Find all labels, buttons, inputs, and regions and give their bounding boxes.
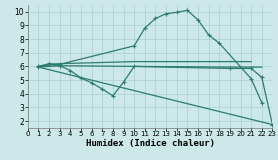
X-axis label: Humidex (Indice chaleur): Humidex (Indice chaleur) [86, 139, 215, 148]
